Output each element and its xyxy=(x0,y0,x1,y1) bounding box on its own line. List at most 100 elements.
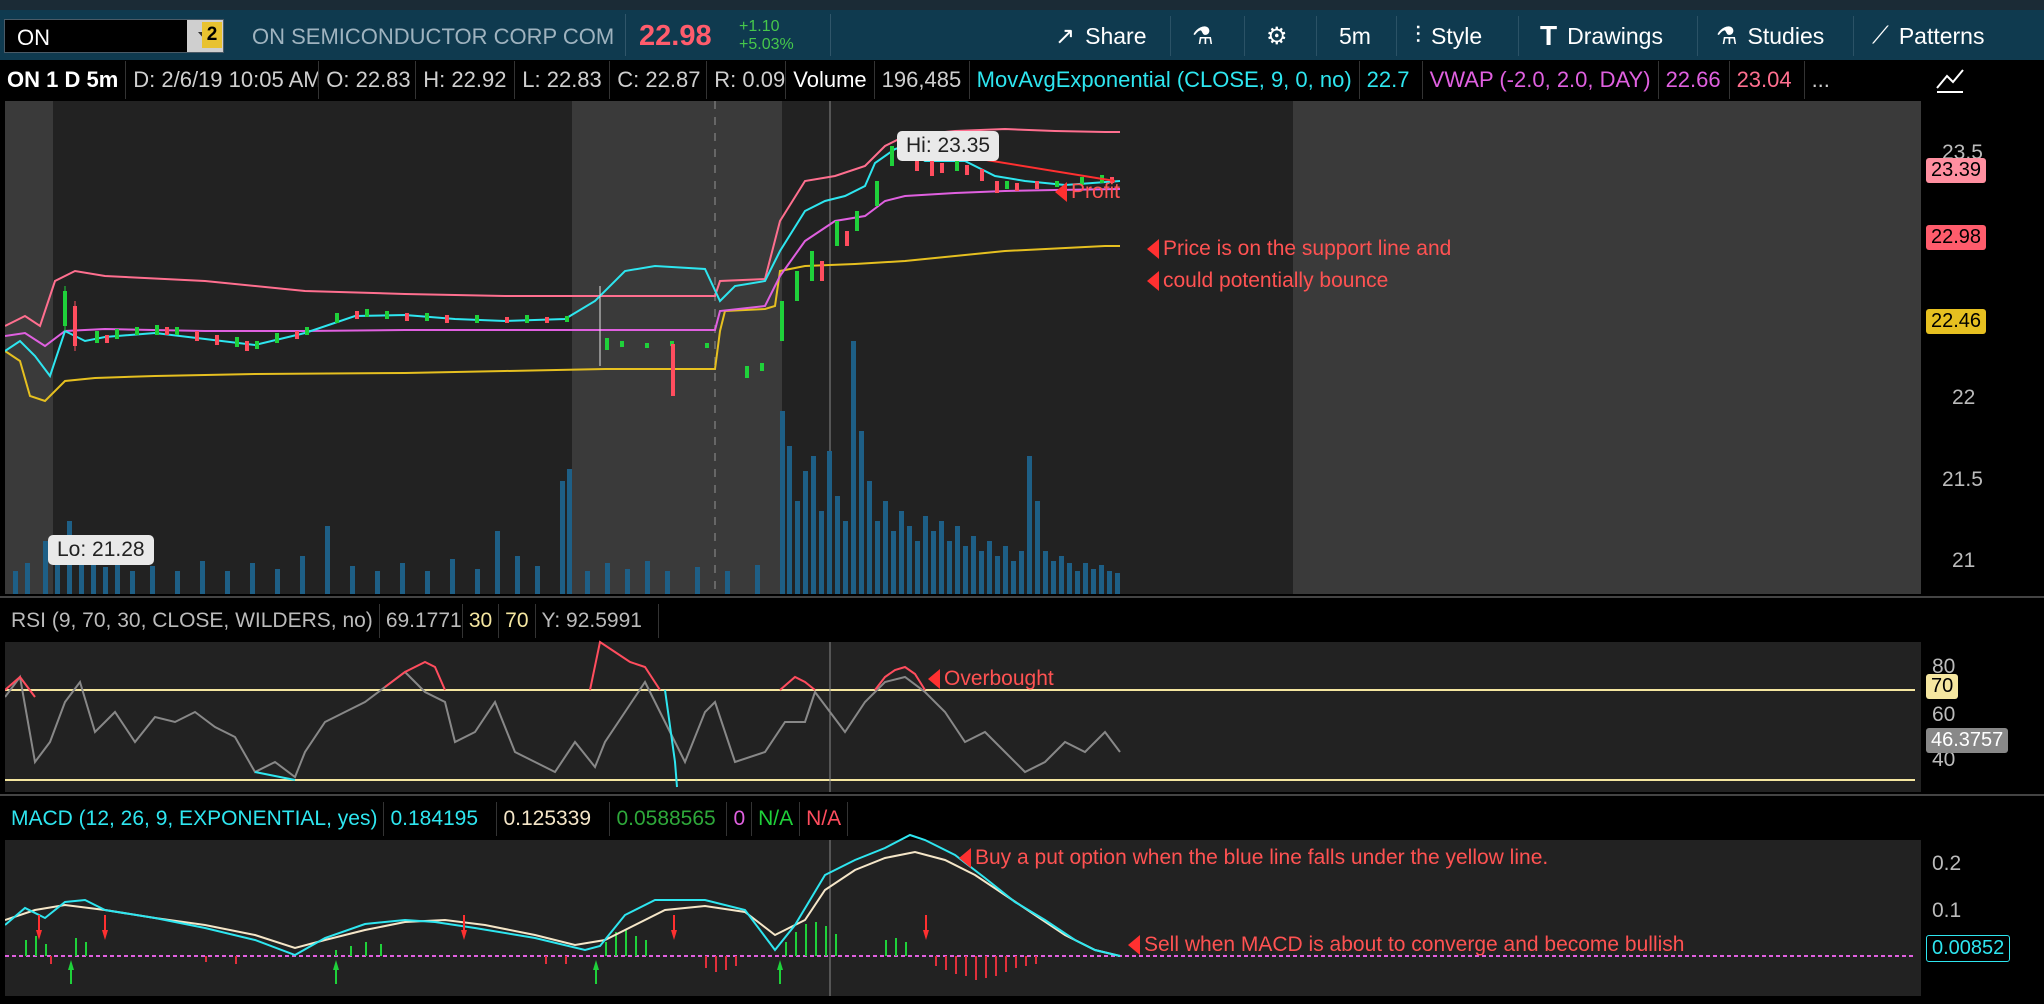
rsi-tick: 60 xyxy=(1932,703,1956,726)
low-callout: Lo: 21.28 xyxy=(48,535,154,565)
volume-value: 196,485 xyxy=(874,61,970,99)
header-divider xyxy=(830,14,831,56)
share-icon: ↗ xyxy=(1055,22,1076,50)
share-label: Share xyxy=(1085,22,1147,49)
chart-title[interactable]: ON 1 D 5m xyxy=(0,61,127,99)
ema-label[interactable]: MovAvgExponential (CLOSE, 9, 0, no) xyxy=(969,61,1360,99)
rsi-panel[interactable] xyxy=(5,602,1921,792)
rsi-current-tag: 46.3757 xyxy=(1926,728,2009,753)
window-top-strip xyxy=(0,0,2044,10)
macd-zero: 0 xyxy=(727,802,753,836)
studies-label: Studies xyxy=(1747,22,1825,49)
patterns-label: Patterns xyxy=(1898,22,1985,49)
info-open: O: 22.83 xyxy=(319,61,417,99)
price-change: +1.10 +5.03% xyxy=(739,18,794,54)
macd-chart xyxy=(5,800,1921,996)
sell-annotation[interactable]: Sell when MACD is about to converge and … xyxy=(1127,929,1684,960)
toolbar-divider xyxy=(1518,16,1519,56)
chart-info-bar: ON 1 D 5m D: 2/6/19 10:05 AM O: 22.83 H:… xyxy=(0,61,1940,99)
macd-na-down: N/A xyxy=(800,802,849,836)
timeframe-button[interactable]: 5m xyxy=(1339,20,1371,52)
info-more[interactable]: ... xyxy=(1804,61,1837,99)
macd-value: 0.184195 xyxy=(384,802,498,836)
trend-icon xyxy=(1936,69,1964,93)
settings-button[interactable]: ⚙ xyxy=(1266,20,1298,52)
toolbar-divider xyxy=(1170,16,1171,56)
patterns-button[interactable]: ⟋ Patterns xyxy=(1872,20,1984,52)
macd-label[interactable]: MACD (12, 26, 9, EXPONENTIAL, yes) xyxy=(5,802,385,836)
support-annotation-line2[interactable]: could potentially bounce xyxy=(1146,265,1388,296)
upper-band-tag: 23.39 xyxy=(1926,158,1987,183)
toolbar-divider xyxy=(1396,16,1397,56)
patterns-icon: ⟋ xyxy=(1872,22,1889,49)
rsi-y-value: Y: 92.5991 xyxy=(536,604,659,638)
info-range: R: 0.09 xyxy=(707,61,787,99)
profit-annotation[interactable]: Profit xyxy=(1054,176,1120,207)
drawings-button[interactable]: T Drawings xyxy=(1540,20,1663,52)
toolbar-divider xyxy=(1316,16,1317,56)
rsi-value: 69.1771 xyxy=(380,604,463,638)
price-tick: 21 xyxy=(1952,549,1976,572)
style-button[interactable]: ⫶ Style xyxy=(1415,20,1482,52)
price-tick: 22 xyxy=(1952,386,1976,409)
symbol-selector[interactable]: ON xyxy=(4,19,224,53)
last-price-tag: 22.98 xyxy=(1926,225,1987,250)
last-price: 22.98 xyxy=(639,20,712,52)
company-name: ON SEMICONDUCTOR CORP COM xyxy=(252,24,615,49)
support-annotation-line1[interactable]: Price is on the support line and xyxy=(1146,233,1451,264)
macd-current-tag: 0.00852 xyxy=(1926,935,2011,962)
flask-icon: ⚗ xyxy=(1192,22,1214,50)
rsi-label[interactable]: RSI (9, 70, 30, CLOSE, WILDERS, no) xyxy=(5,604,380,638)
drawings-label: Drawings xyxy=(1567,22,1663,49)
rsi-70-tag: 70 xyxy=(1926,674,1959,699)
ema-value: 22.7 xyxy=(1359,61,1423,99)
lower-band-tag: 22.46 xyxy=(1926,309,1987,334)
flask-icon: ⚗ xyxy=(1716,22,1738,50)
change-value: +1.10 xyxy=(739,18,780,35)
text-tool-icon: T xyxy=(1540,20,1558,51)
symbol-text: ON xyxy=(17,25,50,50)
chart-style-icon[interactable] xyxy=(1935,66,1965,94)
overbought-annotation[interactable]: Overbought xyxy=(928,663,1054,694)
buy-put-annotation[interactable]: Buy a put option when the blue line fall… xyxy=(958,842,1548,873)
price-tick: 21.5 xyxy=(1942,468,1983,491)
rsi-overbought: 70 xyxy=(499,604,536,638)
price-panel[interactable] xyxy=(5,101,1921,594)
rsi-tick: 80 xyxy=(1932,655,1956,678)
info-high: H: 22.92 xyxy=(416,61,516,99)
price-chart xyxy=(5,101,1921,594)
header-divider xyxy=(625,14,626,56)
info-date: D: 2/6/19 10:05 AM xyxy=(126,61,320,99)
change-percent: +5.03% xyxy=(739,36,794,53)
macd-diff: 0.0588565 xyxy=(610,802,728,836)
share-button[interactable]: ↗ Share xyxy=(1055,20,1146,52)
macd-axis[interactable]: 0.2 0.1 0.00852 xyxy=(1922,800,2044,996)
rsi-tick: 40 xyxy=(1932,748,1956,771)
vwap-label[interactable]: VWAP (-2.0, 2.0, DAY) xyxy=(1422,61,1659,99)
rsi-chart xyxy=(5,602,1921,792)
candlestick-icon: ⫶ xyxy=(1415,22,1421,49)
macd-panel[interactable] xyxy=(5,800,1921,996)
high-callout: Hi: 23.35 xyxy=(897,131,1000,161)
flask-button[interactable]: ⚗ xyxy=(1192,20,1224,52)
vwap-value: 22.66 xyxy=(1658,61,1730,99)
style-label: Style xyxy=(1431,22,1483,49)
rsi-oversold: 30 xyxy=(463,604,500,638)
timeframe-label: 5m xyxy=(1339,22,1371,49)
link-group-badge[interactable]: 2 xyxy=(202,22,222,48)
info-close: C: 22.87 xyxy=(610,61,708,99)
studies-button[interactable]: ⚗ Studies xyxy=(1716,20,1824,52)
panel-divider[interactable] xyxy=(0,596,2044,598)
macd-avg: 0.125339 xyxy=(497,802,611,836)
gear-icon: ⚙ xyxy=(1266,22,1288,50)
rsi-study-bar: RSI (9, 70, 30, CLOSE, WILDERS, no) 69.1… xyxy=(5,604,659,638)
volume-label[interactable]: Volume xyxy=(786,61,875,99)
vwap-upper-value: 23.04 xyxy=(1729,61,1805,99)
toolbar-divider xyxy=(1853,16,1854,56)
macd-tick: 0.1 xyxy=(1932,899,1962,922)
macd-tick: 0.2 xyxy=(1932,852,1962,875)
rsi-axis[interactable]: 80 60 40 70 46.3757 xyxy=(1922,602,2044,792)
toolbar-divider xyxy=(1697,16,1698,56)
price-axis[interactable]: 23.5 22 21.5 21 23.39 22.98 22.46 xyxy=(1922,101,2044,594)
panel-divider[interactable] xyxy=(0,794,2044,796)
